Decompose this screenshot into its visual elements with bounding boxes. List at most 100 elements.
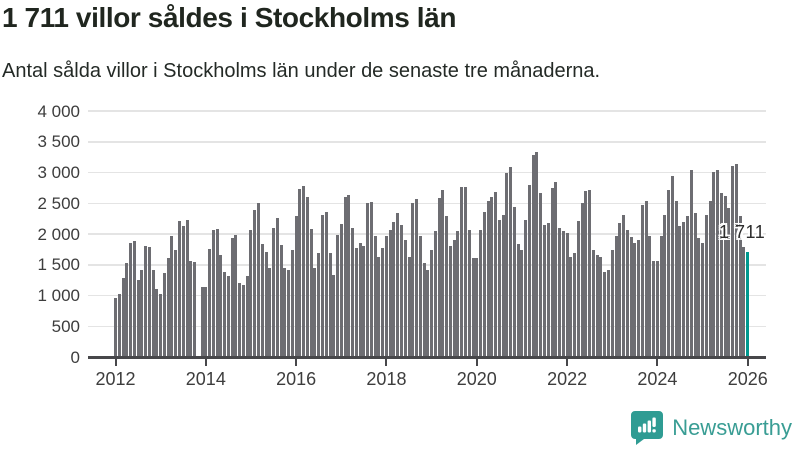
x-axis-line — [88, 356, 766, 359]
bar — [509, 166, 513, 357]
bar — [723, 196, 727, 357]
bar — [347, 194, 351, 357]
bar — [403, 240, 407, 357]
y-axis-tick-label: 500 — [51, 316, 80, 336]
x-axis-tick — [385, 359, 388, 366]
x-axis-tick-label: 2022 — [547, 369, 588, 389]
bar — [418, 236, 422, 357]
bar — [603, 271, 607, 357]
bar — [181, 225, 185, 357]
bar — [689, 169, 693, 357]
bar — [678, 226, 682, 357]
bar — [305, 197, 309, 357]
gridline — [88, 264, 766, 266]
bar — [249, 229, 253, 357]
bar — [640, 204, 644, 357]
highlighted-bar — [746, 251, 750, 357]
bar — [516, 243, 520, 357]
bar — [520, 249, 524, 357]
y-axis-tick-label: 4 000 — [37, 101, 80, 121]
bar — [336, 234, 340, 357]
bar — [543, 224, 547, 357]
bar — [234, 234, 238, 357]
bar — [595, 254, 599, 357]
bar — [332, 274, 336, 357]
bar — [501, 214, 505, 357]
bar — [272, 228, 276, 357]
x-axis-tick — [746, 359, 749, 366]
bar — [497, 219, 501, 357]
bar — [625, 229, 629, 357]
bar — [584, 191, 588, 357]
bar — [208, 249, 212, 357]
bar — [441, 190, 445, 357]
bar — [320, 214, 324, 357]
bar — [275, 218, 279, 357]
bar — [422, 263, 426, 357]
bar — [388, 229, 392, 357]
bar — [580, 203, 584, 357]
bar — [456, 231, 460, 357]
x-axis-tick-label: 2016 — [276, 369, 317, 389]
bar — [290, 249, 294, 357]
bar — [185, 220, 189, 357]
bar — [426, 270, 430, 357]
x-axis-tick-label: 2014 — [185, 369, 226, 389]
bar — [561, 230, 565, 357]
bar — [475, 258, 479, 357]
bar — [445, 216, 449, 357]
bar — [693, 213, 697, 357]
subtitle: Antal sålda villor i Stockholms län unde… — [2, 60, 601, 82]
bar — [400, 224, 403, 357]
bar — [324, 212, 328, 357]
bar — [362, 245, 366, 357]
bar — [166, 258, 170, 357]
bar — [565, 233, 569, 357]
bar — [245, 276, 249, 357]
bar — [719, 193, 723, 357]
bar — [162, 272, 166, 357]
bar — [257, 203, 260, 357]
bar — [606, 269, 610, 357]
gridline — [88, 141, 766, 143]
bar — [317, 253, 321, 357]
x-axis-tick — [566, 359, 569, 366]
gridline — [88, 171, 766, 174]
bar — [411, 202, 415, 357]
bar — [351, 228, 355, 357]
bar — [663, 214, 667, 357]
bar — [132, 240, 136, 357]
bar — [407, 256, 411, 357]
bar — [151, 269, 155, 357]
bar — [554, 182, 558, 357]
bar — [354, 248, 358, 357]
bar — [200, 286, 204, 357]
bar — [433, 231, 437, 357]
bar — [629, 237, 633, 357]
bar — [573, 253, 577, 357]
bar — [219, 254, 223, 357]
bar — [494, 192, 498, 357]
y-axis-tick-label: 2 500 — [37, 193, 80, 213]
bar — [369, 202, 373, 357]
x-axis-tick-label: 2018 — [366, 369, 407, 389]
bar — [159, 293, 163, 357]
bar — [215, 229, 219, 357]
bar — [193, 262, 197, 357]
bar — [125, 262, 129, 357]
bar — [471, 258, 475, 357]
bar — [622, 214, 626, 357]
bar — [479, 229, 483, 357]
bar — [147, 247, 151, 357]
bar — [226, 276, 230, 357]
x-axis-tick — [295, 359, 298, 366]
bar — [742, 246, 746, 357]
bar — [505, 172, 509, 357]
x-axis-tick-label: 2020 — [456, 369, 497, 389]
bar — [546, 223, 550, 357]
bar — [614, 236, 618, 357]
bar — [535, 152, 539, 357]
bar — [415, 198, 419, 357]
bar — [241, 284, 245, 357]
